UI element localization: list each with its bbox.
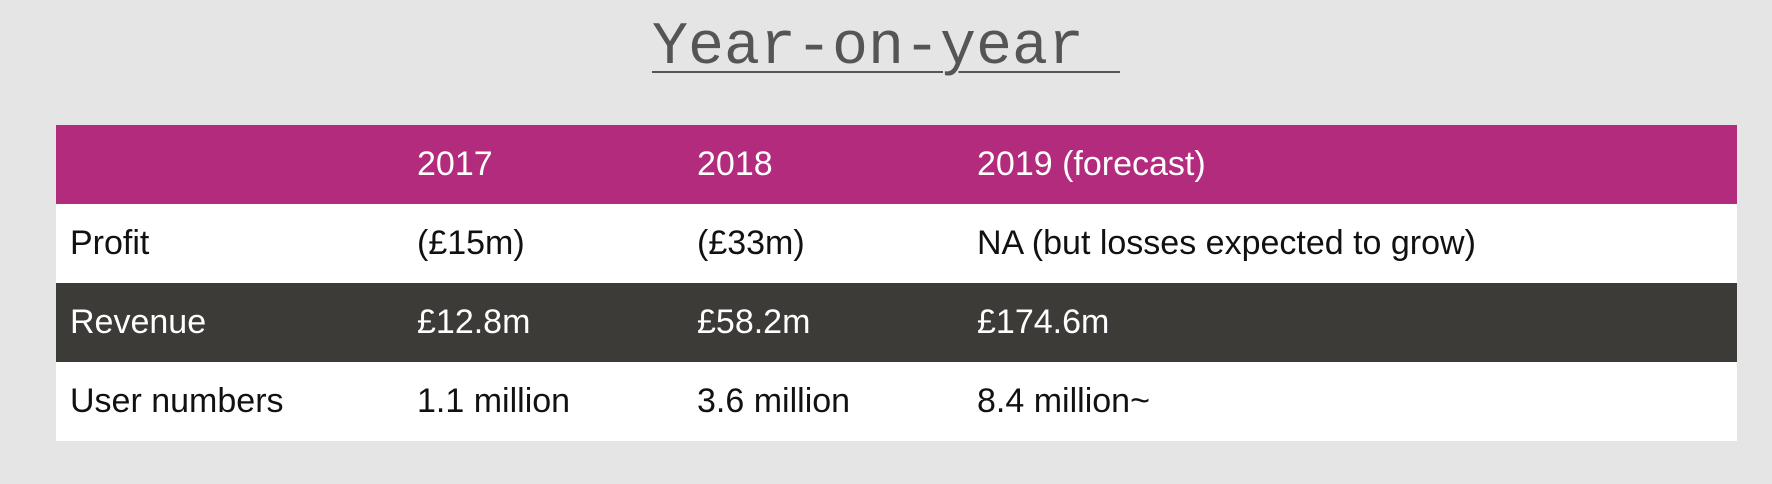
table-cell: (£33m): [697, 204, 977, 283]
header-cell-empty: [56, 125, 417, 204]
table-header-row: 2017 2018 2019 (forecast): [56, 125, 1737, 204]
year-on-year-table: 2017 2018 2019 (forecast) Profit (£15m) …: [56, 125, 1737, 441]
table-cell: £174.6m: [977, 283, 1737, 362]
row-label: User numbers: [56, 362, 417, 441]
table-cell: £12.8m: [417, 283, 697, 362]
slide-title: Year-on-year: [651, 14, 1121, 82]
table-cell: 1.1 million: [417, 362, 697, 441]
header-cell-2018: 2018: [697, 125, 977, 204]
table-cell: (£15m): [417, 204, 697, 283]
table-cell: 3.6 million: [697, 362, 977, 441]
header-cell-2017: 2017: [417, 125, 697, 204]
table-row-user-numbers: User numbers 1.1 million 3.6 million 8.4…: [56, 362, 1737, 441]
table-cell: 8.4 million~: [977, 362, 1737, 441]
table-row-profit: Profit (£15m) (£33m) NA (but losses expe…: [56, 204, 1737, 283]
header-cell-2019-forecast: 2019 (forecast): [977, 125, 1737, 204]
table-cell: £58.2m: [697, 283, 977, 362]
table-cell: NA (but losses expected to grow): [977, 204, 1737, 283]
row-label: Revenue: [56, 283, 417, 362]
row-label: Profit: [56, 204, 417, 283]
table-row-revenue: Revenue £12.8m £58.2m £174.6m: [56, 283, 1737, 362]
